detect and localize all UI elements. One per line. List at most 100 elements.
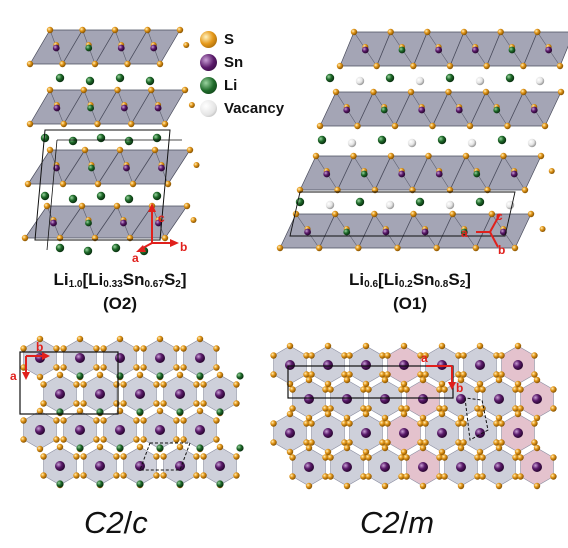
lithium-atom xyxy=(508,46,516,54)
tin-atom xyxy=(115,353,125,363)
lithium-atom xyxy=(380,106,388,114)
sulfur-atom xyxy=(417,371,424,378)
sulfur-atom xyxy=(303,371,310,378)
sulfur-atom xyxy=(438,448,446,456)
sulfur-atom xyxy=(24,180,32,188)
sulfur-atom xyxy=(53,364,60,371)
sulfur-atom xyxy=(512,405,519,412)
sulfur-atom xyxy=(391,122,399,130)
lithium-atom xyxy=(145,76,155,86)
sulfur-atom xyxy=(394,244,401,252)
lithium-atom xyxy=(317,135,327,145)
axes-right-top: c a b xyxy=(461,209,505,257)
sulfur-atom xyxy=(355,244,362,252)
sulfur-atom xyxy=(96,443,104,451)
sulfur-atom xyxy=(417,352,424,359)
tin-atom xyxy=(55,461,65,471)
primitive-cell-outline xyxy=(464,397,489,441)
sulfur-atom xyxy=(436,454,443,461)
sulfur-atom xyxy=(129,180,137,188)
sulfur-atom xyxy=(498,439,505,446)
sulfur-atom xyxy=(422,352,429,359)
tin-atom xyxy=(52,44,60,52)
sulfur-atom xyxy=(73,453,80,460)
sulfur-atom xyxy=(20,436,27,443)
sulfur-atom xyxy=(113,453,120,460)
sulfur-atom xyxy=(419,444,427,452)
sulfur-atom xyxy=(455,420,462,427)
sulfur-atom xyxy=(479,405,486,412)
sulfur-atom xyxy=(472,244,480,252)
sulfur-atom xyxy=(96,371,104,379)
sulfur-atom xyxy=(133,417,140,424)
sulfur-atom xyxy=(362,342,370,350)
sulfur-atom xyxy=(500,152,507,160)
sulfur-atom xyxy=(517,405,524,412)
sulfur-atom xyxy=(324,380,332,388)
tin-atom xyxy=(120,104,128,112)
sulfur-atom xyxy=(365,386,372,393)
sulfur-atom xyxy=(370,88,377,96)
sulfur-atom xyxy=(176,26,184,34)
formula-subscript: 0.33 xyxy=(103,279,123,290)
sulfur-atom xyxy=(176,371,184,379)
right-space-group: C2/m xyxy=(360,505,434,541)
sulfur-atom xyxy=(305,376,313,384)
sulfur-atom xyxy=(400,410,408,418)
sulfur-atom xyxy=(20,345,27,352)
sulfur-atom xyxy=(424,28,431,36)
tin-atom xyxy=(437,428,447,438)
sulfur-atom xyxy=(308,420,315,427)
sulfur-atom xyxy=(381,482,389,490)
sulfur-atom xyxy=(446,62,454,70)
sulfur-atom xyxy=(93,345,100,352)
sulfur-atom xyxy=(91,60,99,68)
legend-item-vacancy: Vacancy xyxy=(200,97,284,120)
tin-atom xyxy=(195,425,205,435)
sulfur-atom xyxy=(460,439,467,446)
sulfur-atom xyxy=(398,473,405,480)
lithium-atom xyxy=(473,170,481,178)
sulfur-atom xyxy=(81,146,89,154)
sulfur-atom xyxy=(188,102,195,108)
sulfur-atom xyxy=(93,417,100,424)
sulfur-atom xyxy=(173,436,180,443)
sulfur-atom xyxy=(550,405,557,412)
sulfur-atom xyxy=(289,454,296,461)
formula-subscript: 0.2 xyxy=(398,279,413,290)
axis-label-b: b xyxy=(36,340,43,354)
sulfur-atom xyxy=(483,62,490,70)
right-formula: Li0.6[Li0.2Sn0.8S2] xyxy=(320,270,500,290)
tin-atom xyxy=(399,428,409,438)
lithium-atom xyxy=(236,372,244,380)
vacancy-site xyxy=(445,200,455,210)
sulfur-atom xyxy=(161,234,169,242)
tin-atom xyxy=(361,46,369,54)
sulfur-atom xyxy=(176,443,184,451)
lithium-atom xyxy=(415,197,425,207)
sulfur-atom xyxy=(479,386,486,393)
tin-atom xyxy=(418,394,428,404)
sulfur-atom xyxy=(455,371,462,378)
sulfur-atom xyxy=(140,345,147,352)
sulfur-atom xyxy=(517,454,524,461)
formula-subscript: 2 xyxy=(459,279,466,290)
tin-atom xyxy=(418,106,426,114)
axis-label-c: c xyxy=(158,211,165,225)
sulfur-atom xyxy=(512,386,519,393)
lithium-atom xyxy=(87,104,95,112)
sulfur-atom xyxy=(59,60,66,68)
sulfur-atom xyxy=(362,380,370,388)
sulfur-atom xyxy=(343,444,351,452)
sulfur-atom xyxy=(365,405,372,412)
sulfur-atom xyxy=(476,410,484,418)
sulfur-atom xyxy=(113,400,120,407)
sulfur-atom xyxy=(308,439,315,446)
sulfur-atom xyxy=(46,26,54,34)
sulfur-atom xyxy=(362,448,370,456)
sulfur-atom xyxy=(94,120,101,128)
sulfur-atom xyxy=(373,62,380,70)
sulfur-atom xyxy=(173,345,180,352)
tin-atom xyxy=(323,170,331,178)
sulfur-atom xyxy=(36,335,44,343)
